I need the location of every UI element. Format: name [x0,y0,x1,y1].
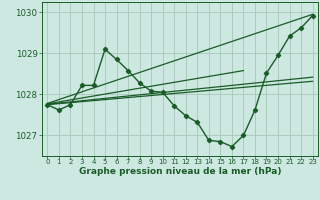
X-axis label: Graphe pression niveau de la mer (hPa): Graphe pression niveau de la mer (hPa) [79,167,281,176]
